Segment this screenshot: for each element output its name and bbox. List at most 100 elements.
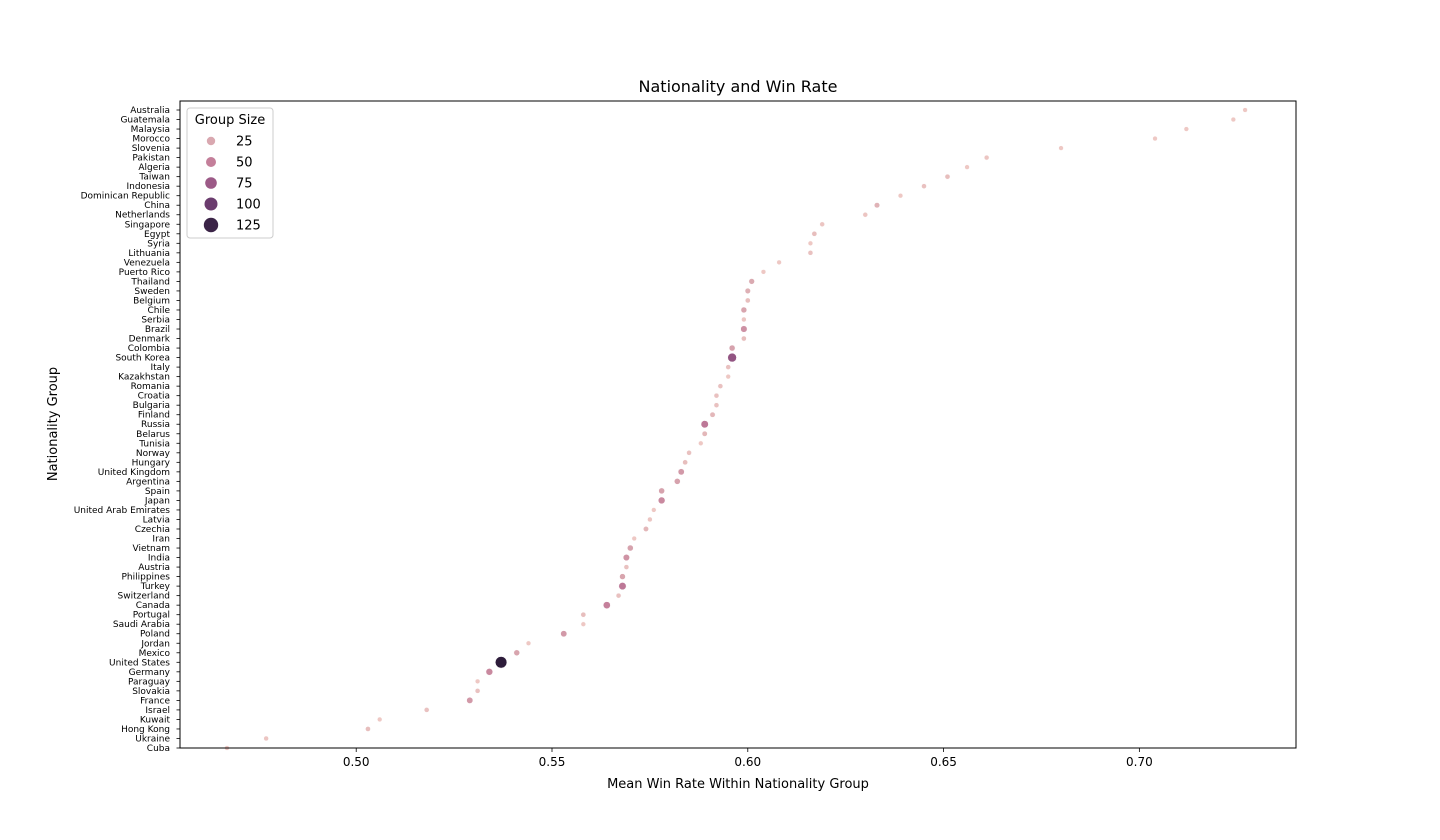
y-axis: AustraliaGuatemalaMalaysiaMoroccoSloveni…	[74, 106, 180, 754]
y-tick-label: South Korea	[115, 354, 170, 364]
data-point	[651, 507, 657, 513]
data-point	[921, 183, 927, 189]
y-tick-label: Sweden	[134, 287, 170, 297]
y-tick-label: Indonesia	[126, 182, 170, 192]
y-tick-label: Pakistan	[132, 154, 170, 164]
legend-marker	[205, 177, 217, 189]
data-point	[740, 325, 748, 333]
y-tick-label: Austria	[138, 563, 170, 573]
y-tick-label: Romania	[131, 382, 170, 392]
data-point	[560, 630, 568, 638]
y-tick-label: Turkey	[140, 582, 171, 592]
data-point	[1242, 107, 1248, 113]
data-point	[727, 352, 737, 363]
x-tick-label: 0.55	[539, 755, 566, 769]
legend-label: 100	[236, 198, 261, 213]
y-tick-label: Bulgaria	[133, 401, 170, 411]
x-tick-label: 0.50	[343, 755, 370, 769]
chart-title: Nationality and Win Rate	[639, 77, 838, 96]
data-point	[807, 240, 814, 246]
y-tick-label: Brazil	[145, 325, 170, 335]
y-tick-label: Belarus	[136, 430, 170, 440]
y-tick-label: Tunisia	[138, 439, 170, 449]
legend-label: 25	[236, 135, 253, 150]
legend-label: 125	[236, 219, 261, 234]
x-axis: 0.50 0.55 0.60 0.65 0.70	[343, 748, 1153, 769]
y-tick-label: Finland	[138, 411, 170, 421]
data-point	[658, 487, 665, 495]
data-point	[862, 212, 868, 218]
y-tick-label: Canada	[136, 601, 170, 611]
data-point	[776, 259, 782, 266]
data-point	[811, 230, 818, 237]
data-point	[1230, 116, 1236, 123]
data-point	[474, 688, 481, 694]
data-point	[643, 526, 649, 532]
y-axis-title: Nationality Group	[46, 367, 61, 481]
y-tick-label: Denmark	[129, 335, 171, 345]
y-tick-label: China	[144, 201, 170, 211]
legend-label: 50	[236, 156, 253, 171]
data-point	[686, 450, 692, 456]
data-point	[819, 221, 825, 227]
data-point	[631, 535, 637, 542]
y-tick-label: Taiwan	[138, 173, 170, 183]
data-point	[647, 516, 653, 523]
y-tick-label: Slovakia	[132, 687, 170, 697]
data-point	[580, 621, 586, 627]
legend-label: 75	[236, 177, 253, 192]
data-point	[741, 335, 747, 342]
legend-marker	[206, 136, 216, 146]
y-tick-label: Paraguay	[128, 677, 171, 687]
data-point	[1058, 145, 1064, 151]
y-tick-label: Israel	[145, 706, 170, 716]
y-tick-label: Singapore	[125, 220, 171, 230]
legend-title: Group Size	[195, 113, 265, 128]
y-tick-label: Germany	[129, 668, 171, 678]
x-tick-label: 0.65	[930, 755, 957, 769]
y-tick-label: Malaysia	[131, 125, 170, 135]
legend-marker	[206, 157, 216, 167]
data-point	[748, 278, 755, 285]
data-point	[741, 316, 747, 323]
data-point	[377, 716, 383, 723]
data-point	[713, 402, 720, 408]
data-point	[603, 601, 611, 609]
data-point	[466, 696, 474, 704]
legend: Group Size 25 50 75 100 125	[186, 107, 274, 239]
data-point	[964, 164, 970, 170]
data-point	[744, 287, 751, 294]
y-tick-label: Syria	[147, 239, 170, 249]
data-point	[474, 678, 481, 684]
data-point	[725, 364, 731, 370]
data-point	[657, 496, 666, 505]
y-tick-label: Kazakhstan	[118, 373, 170, 383]
y-tick-label: Kuwait	[140, 715, 171, 725]
data-point	[423, 707, 430, 713]
y-tick-label: Iran	[152, 535, 170, 545]
data-point	[677, 468, 685, 476]
y-tick-label: United Kingdom	[98, 468, 170, 478]
y-tick-label: Chile	[147, 306, 170, 316]
y-tick-label: Hong Kong	[121, 725, 170, 735]
y-tick-label: Ukraine	[135, 734, 170, 744]
y-tick-label: Vietnam	[132, 544, 170, 554]
data-point	[874, 202, 880, 209]
data-point	[674, 478, 681, 485]
data-point	[807, 250, 814, 256]
plot-frame	[179, 100, 1297, 749]
y-tick-label: Serbia	[141, 315, 170, 325]
y-tick-label: Czechia	[135, 525, 170, 535]
y-tick-label: Saudi Arabia	[113, 620, 170, 630]
data-point	[513, 649, 520, 656]
data-point	[623, 564, 630, 570]
y-tick-label: Norway	[136, 449, 171, 459]
y-tick-label: Morocco	[132, 135, 170, 145]
x-tick-label: 0.70	[1126, 755, 1153, 769]
y-tick-label: Russia	[141, 420, 170, 430]
y-tick-label: Guatemala	[120, 116, 170, 126]
data-point	[740, 306, 748, 314]
y-tick-label: Japan	[144, 496, 170, 506]
y-tick-label: Latvia	[143, 515, 170, 525]
